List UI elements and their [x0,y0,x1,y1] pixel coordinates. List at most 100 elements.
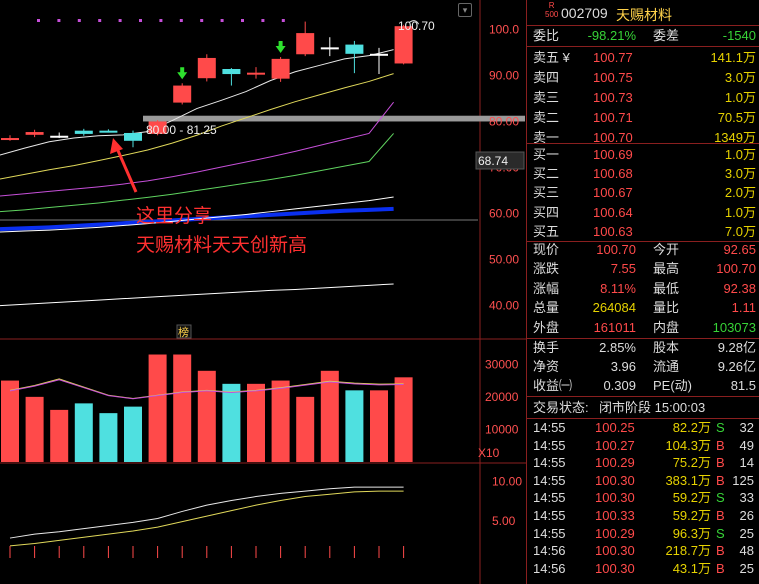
candle-body [247,72,265,75]
market-badge: R 500 [545,1,558,19]
stock-code: 002709 [561,5,608,21]
stock-name: 天赐材料 [616,7,672,23]
buy-level-volume: 2.0万 [724,185,756,201]
stats-row: 涨幅 8.11% 最低 92.38 [527,279,759,299]
volume-bar [173,354,192,462]
tick-volume: 104.3万 [665,437,711,453]
marker-dot [37,19,40,22]
weicha-label: 委差 [653,28,680,43]
tick-count: 26 [739,508,754,523]
sell-level-volume: 141.1万 [710,50,756,65]
tick-side: S [716,420,725,435]
moving-average-line [0,49,394,156]
tick-price: 100.30 [595,490,635,506]
candle-body [345,44,364,54]
tick-side: S [716,525,725,541]
panel-separator [527,338,759,339]
fundamental-value: 0.309 [603,378,636,393]
buy-level-label: 买二 [533,166,560,182]
scroll-icon[interactable]: ▾ [458,3,472,17]
stat-label: 最低 [653,280,680,296]
annotation-arrow-icon [114,145,138,193]
tick-side: S [716,490,725,506]
tick-time: 14:55 [533,437,566,453]
stat-label: 总量 [533,300,560,316]
tick-volume: 82.2万 [672,420,711,435]
price-axis-label: 100.0 [489,22,519,36]
sell-level-label: 卖三 [533,90,560,105]
candle-body [394,26,413,64]
bang-tag-box [176,324,192,339]
support-zone-bar [143,115,525,122]
buy-level-row: 买五 100.63 7.0万 [527,222,759,242]
moving-average-line [0,73,394,180]
buy-level-row: 买四 100.64 1.0万 [527,203,759,223]
stats-row: 现价 100.70 今开 92.65 [527,240,759,260]
fundamental-label: 股本 [653,340,680,355]
tick-count: 33 [739,490,754,506]
volume-bar [247,383,265,462]
marker-dot [98,19,102,22]
sell-level-row: 卖二 100.71 70.5万 [527,108,759,128]
tick-count: 48 [739,543,754,559]
volume-bar [50,409,69,462]
stats-row: 涨跌 7.55 最高 100.70 [527,259,759,279]
quote-panel: R 500 002709 天赐材料 委比 -98.21% 委差 -1540 卖五 ¥ 10… [526,0,759,584]
volume-bar [197,370,216,462]
stock-header: R 500 002709 天赐材料 [527,0,759,25]
sell-level-volume: 1.0万 [724,90,756,105]
tick-volume: 96.3万 [672,525,711,541]
tick-count: 14 [739,455,754,471]
tick-volume: 59.2万 [672,508,711,523]
marker-dot [57,19,61,22]
annotation-arrowhead-icon [110,138,123,154]
tick-volume: 218.7万 [665,543,711,559]
tick-price: 100.25 [595,420,635,435]
volume-bar [148,354,167,462]
buy-level-price: 100.69 [593,147,633,162]
marker-dot [220,19,224,22]
price-axis-label: 60.00 [489,207,519,221]
marker-dot [118,19,122,22]
buy-level-label: 买三 [533,185,560,201]
buy-level-row: 买一 100.69 1.0万 [527,145,759,165]
candle-body [148,121,167,134]
trade-status-value: 闭市阶段 15:00:03 [599,400,706,415]
tick-side: B [716,508,725,523]
buy-signal-arrow-icon [177,67,188,80]
volume-bar [222,383,241,462]
kline-chart[interactable]: 100.090.0080.0070.0060.0050.0040.0030000… [0,0,526,584]
moving-average-line [0,283,394,307]
candle-body [50,135,69,138]
sell-level-label: 卖一 [533,130,560,145]
current-value-tag: 68.74 [478,154,508,168]
annotation-line-2: 天赐材料天天创新高 [136,234,307,256]
tick-volume: 383.1万 [665,472,711,488]
sell-level-row: 卖五 ¥ 100.77 141.1万 [527,48,759,68]
marker-dot [77,19,81,22]
candle-body [197,57,216,79]
tick-time: 14:55 [533,508,566,523]
stat-value: 92.65 [723,242,756,257]
volume-bar [345,390,364,462]
tick-time: 14:55 [533,525,566,541]
buy-level-volume: 1.0万 [724,147,756,162]
moving-average-line [0,196,394,233]
moving-average-line [0,101,394,197]
buy-level-volume: 3.0万 [724,166,756,182]
stat-value: 103073 [712,319,756,335]
volume-axis-label: 30000 [485,357,519,371]
fundamental-label: PE(动) [653,378,693,393]
tick-side: B [716,437,725,453]
candle-body [1,138,19,141]
stat-label: 现价 [533,242,560,257]
volume-bar [124,406,142,462]
buy-level-label: 买四 [533,204,560,220]
panel-separator [527,418,759,419]
candle-body [25,132,44,135]
buy-level-volume: 1.0万 [724,204,756,220]
tick-count: 125 [732,472,754,488]
fundamental-row: 换手 2.85% 股本 9.28亿 [527,338,759,358]
sell-level-row: 卖四 100.75 3.0万 [527,68,759,88]
panel-separator [527,25,759,26]
